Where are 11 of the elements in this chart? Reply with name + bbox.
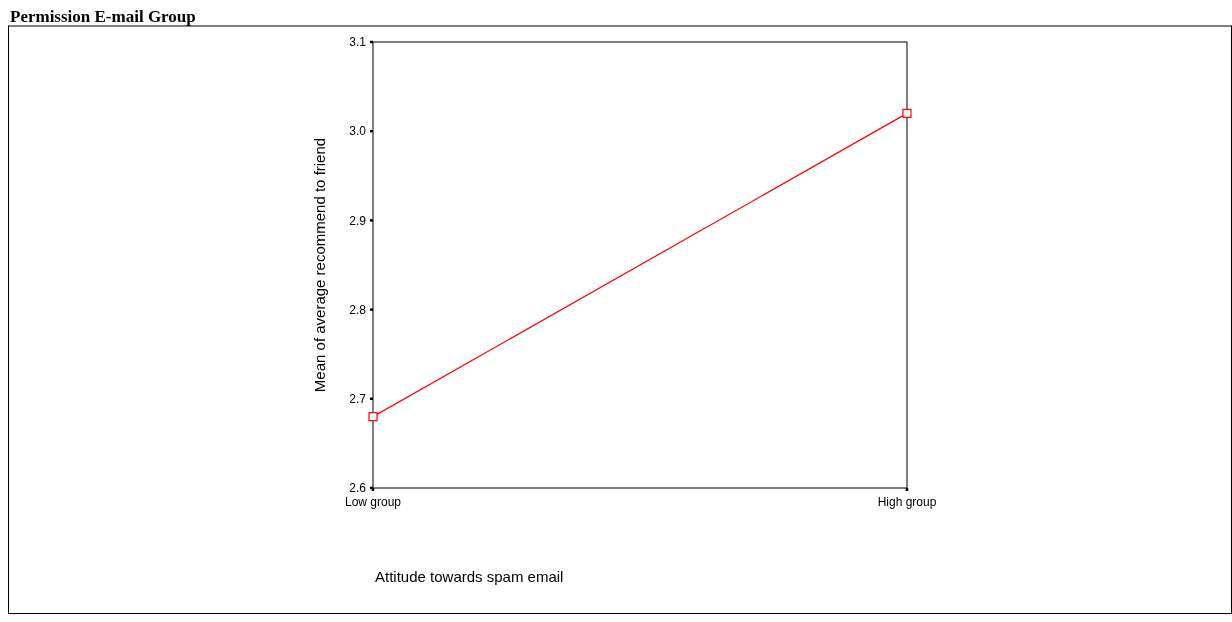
y-tick-label: 2.8 <box>349 302 367 317</box>
x-tick-label: High group <box>877 495 937 509</box>
y-tick-label: 2.7 <box>349 392 367 406</box>
y-tick-label: 3.1 <box>349 35 367 50</box>
y-tick-label: 3.0 <box>349 124 367 139</box>
y-tick-label: 2.6 <box>349 481 367 496</box>
y-tick-label: 2.9 <box>349 213 367 228</box>
x-tick-label: Low group <box>344 495 402 509</box>
chart-title: Permission E-mail Group <box>10 7 196 26</box>
x-axis-title: Attitude towards spam email <box>375 568 564 585</box>
y-axis-title: Mean of average recommend to friend <box>311 137 328 393</box>
